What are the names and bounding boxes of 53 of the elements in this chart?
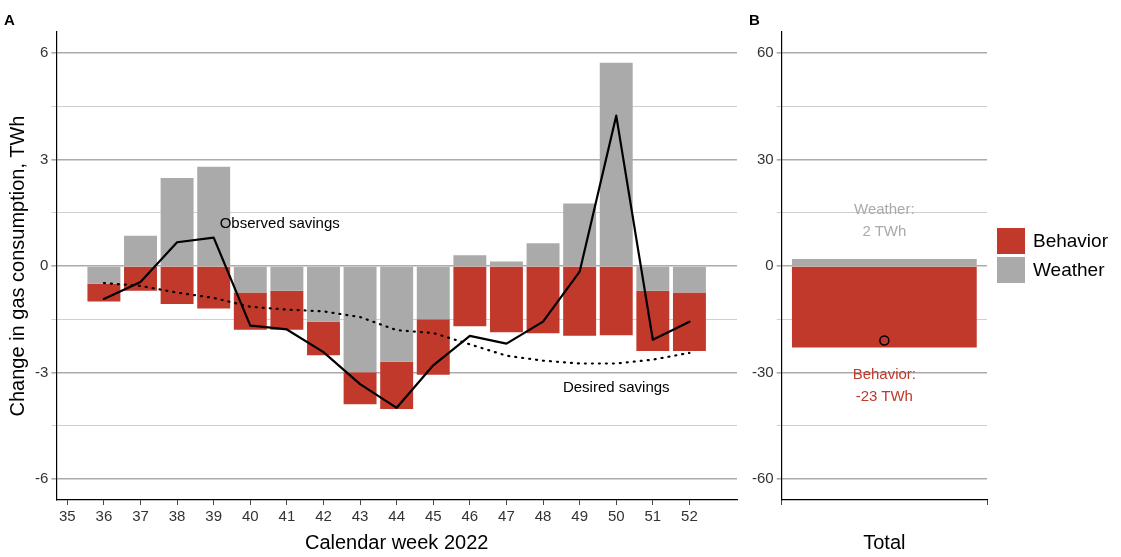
x-tick-label: 35 [58, 507, 76, 525]
y-tick-label: 3 [39, 149, 49, 167]
bar [160, 266, 194, 304]
x-tick-label: 37 [132, 507, 149, 525]
y-tick-label: -3 [34, 362, 49, 380]
annotation: Weather: 2 TWh [854, 200, 915, 240]
x-tick-label: 48 [534, 507, 552, 525]
bar [343, 372, 377, 405]
x-tick-label: 46 [461, 507, 479, 525]
x-tick-label: 41 [278, 507, 296, 525]
x-tick-label: 45 [424, 507, 442, 525]
x-tick-label: 51 [644, 507, 662, 525]
series-label: Observed savings [219, 213, 340, 231]
bar [416, 319, 450, 375]
bar [307, 321, 340, 356]
y-tick-label: 30 [756, 149, 774, 167]
bar [489, 266, 523, 333]
bar [380, 361, 414, 409]
legend-label: Weather [1033, 259, 1105, 281]
y-axis-title: Change in gas consumption, TWh [5, 115, 28, 417]
y-tick-label: 6 [39, 43, 49, 61]
y-tick-label: 0 [765, 256, 774, 274]
bar [197, 266, 231, 309]
chart-title: A [4, 11, 15, 29]
y-tick-label: -6 [34, 468, 49, 486]
chart-title: B [749, 11, 760, 29]
y-tick-label: -60 [751, 468, 774, 486]
x-axis-title: Calendar week 2022 [304, 530, 489, 553]
x-tick-label: 47 [498, 507, 515, 525]
y-tick-label: 0 [39, 256, 49, 274]
x-tick-label: 52 [681, 507, 698, 525]
y-tick-label: 60 [756, 43, 774, 61]
x-tick-label: 38 [168, 507, 186, 525]
x-axis-title: Total [863, 530, 906, 553]
bar [563, 266, 597, 336]
legend-label: Behavior [1033, 230, 1108, 252]
annotation: Behavior: -23 TWh [852, 364, 917, 404]
series-label: Desired savings [562, 377, 670, 395]
x-tick-label: 42 [315, 507, 332, 525]
x-tick-label: 49 [571, 507, 588, 525]
bar [270, 290, 304, 330]
bar [672, 292, 706, 352]
x-tick-label: 44 [388, 507, 406, 525]
bar [526, 266, 560, 334]
x-tick-label: 50 [607, 507, 625, 525]
x-tick-label: 43 [351, 507, 369, 525]
x-tick-label: 40 [241, 507, 259, 525]
y-tick-label: -30 [751, 362, 774, 380]
x-tick-label: 39 [205, 507, 223, 525]
bar [599, 266, 633, 336]
x-tick-label: 36 [95, 507, 113, 525]
bar [453, 266, 487, 327]
bar [636, 290, 670, 352]
